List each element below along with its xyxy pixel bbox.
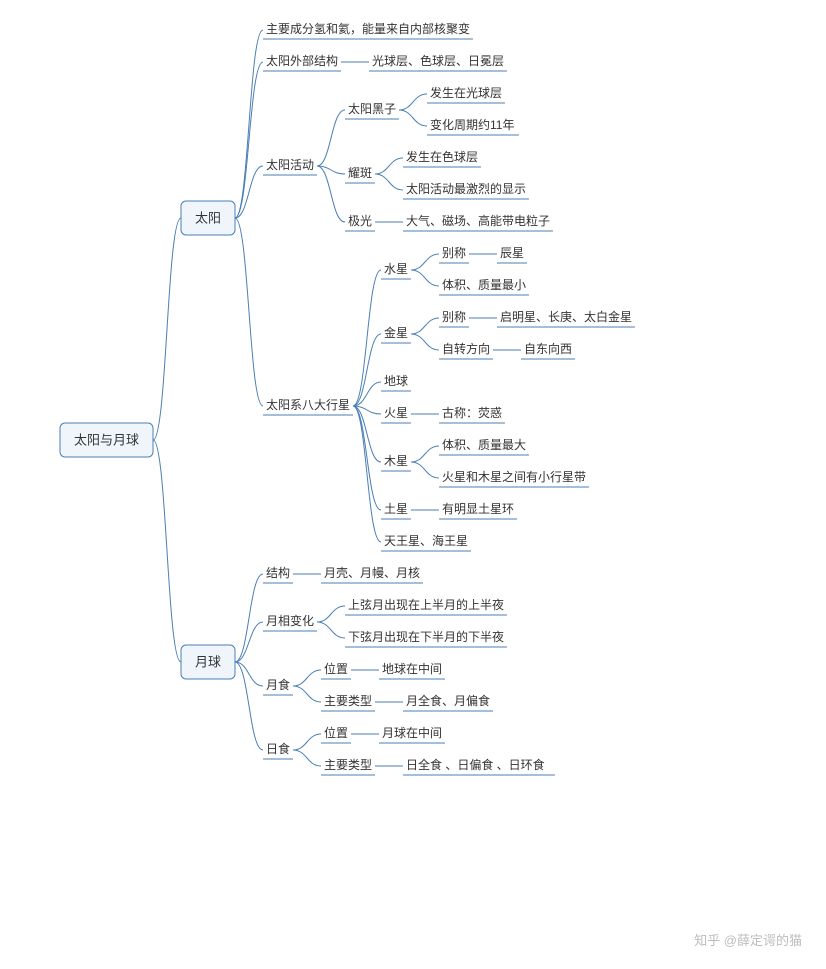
tree-leaf-label: 木星 bbox=[384, 454, 408, 468]
tree-leaf-label: 月壳、月幔、月核 bbox=[324, 565, 420, 580]
tree-leaf-label: 地球 bbox=[384, 374, 408, 388]
tree-leaf-label: 日食 bbox=[266, 741, 290, 756]
tree-leaf-label: 月球在中间 bbox=[382, 725, 442, 740]
tree-leaf-label: 土星 bbox=[384, 502, 408, 516]
mindmap-canvas: 太阳与月球 太阳 主要成分氢和氦，能量来自内部核聚变太阳外部结构 光球层、色球层、日冕… bbox=[10, 10, 816, 959]
tree-leaf-label: 太阳系八大行星 bbox=[266, 397, 350, 412]
tree-leaf-label: 上弦月出现在上半月的上半夜 bbox=[348, 597, 504, 612]
tree-leaf-label: 太阳活动 bbox=[266, 157, 314, 172]
tree-leaf-label: 月相变化 bbox=[266, 613, 314, 628]
tree-leaf-label: 水星 bbox=[384, 262, 408, 276]
tree-leaf-label: 位置 bbox=[324, 661, 348, 676]
tree-leaf-label: 太阳活动最激烈的显示 bbox=[406, 181, 526, 196]
tree-leaf-label: 火星和木星之间有小行星带 bbox=[442, 470, 586, 484]
tree-leaf-label: 天王星、海王星 bbox=[384, 533, 468, 548]
tree-leaf-label: 自转方向 bbox=[442, 341, 490, 356]
tree-node-label: 太阳与月球 bbox=[74, 432, 139, 447]
tree-leaf-label: 发生在光球层 bbox=[430, 85, 502, 100]
tree-leaf-label: 极光 bbox=[348, 214, 372, 228]
tree-leaf-label: 结构 bbox=[266, 565, 290, 580]
tree-leaf-label: 辰星 bbox=[500, 246, 524, 260]
tree-leaf-label: 变化周期约11年 bbox=[430, 117, 514, 132]
tree-leaf-label: 月全食、月偏食 bbox=[406, 693, 490, 708]
tree-leaf-label: 太阳外部结构 bbox=[266, 53, 338, 68]
tree-leaf-label: 日全食 、日偏食 、日环食 bbox=[406, 757, 545, 772]
tree-leaf-label: 别称 bbox=[442, 246, 466, 260]
tree-leaf-label: 火星 bbox=[384, 406, 408, 420]
tree-leaf-label: 体积、质量最小 bbox=[442, 278, 526, 292]
tree-leaf-label: 别称 bbox=[442, 310, 466, 324]
tree-leaf-label: 体积、质量最大 bbox=[442, 438, 526, 452]
tree-leaf-label: 太阳黑子 bbox=[348, 101, 396, 116]
tree-leaf-label: 地球在中间 bbox=[382, 661, 442, 676]
tree-leaf-label: 下弦月出现在下半月的下半夜 bbox=[348, 629, 504, 644]
tree-leaf-label: 主要成分氢和氦，能量来自内部核聚变 bbox=[266, 21, 470, 36]
tree-node-label: 月球 bbox=[195, 654, 221, 669]
tree-leaf-label: 自东向西 bbox=[524, 341, 572, 356]
tree-node-label: 太阳 bbox=[195, 210, 221, 225]
tree-leaf-label: 主要类型 bbox=[324, 694, 372, 708]
watermark: 知乎 @薛定谔的猫 bbox=[694, 933, 802, 948]
tree-leaf-label: 启明星、长庚、太白金星 bbox=[500, 309, 632, 324]
tree-leaf-label: 有明显土星环 bbox=[442, 502, 514, 516]
tree-leaf-label: 位置 bbox=[324, 725, 348, 740]
tree-leaf-label: 发生在色球层 bbox=[406, 149, 478, 164]
tree-leaf-label: 金星 bbox=[384, 325, 408, 340]
tree-leaf-label: 耀斑 bbox=[348, 166, 372, 180]
tree-leaf-label: 大气、磁场、高能带电粒子 bbox=[406, 213, 550, 228]
tree-leaf-label: 月食 bbox=[266, 677, 290, 692]
tree-leaf-label: 主要类型 bbox=[324, 758, 372, 772]
tree-leaf-label: 光球层、色球层、日冕层 bbox=[372, 54, 504, 68]
mindmap-svg: 太阳与月球 太阳 主要成分氢和氦，能量来自内部核聚变太阳外部结构 光球层、色球层、日冕… bbox=[10, 10, 816, 959]
tree-leaf-label: 古称：荧惑 bbox=[442, 405, 502, 420]
